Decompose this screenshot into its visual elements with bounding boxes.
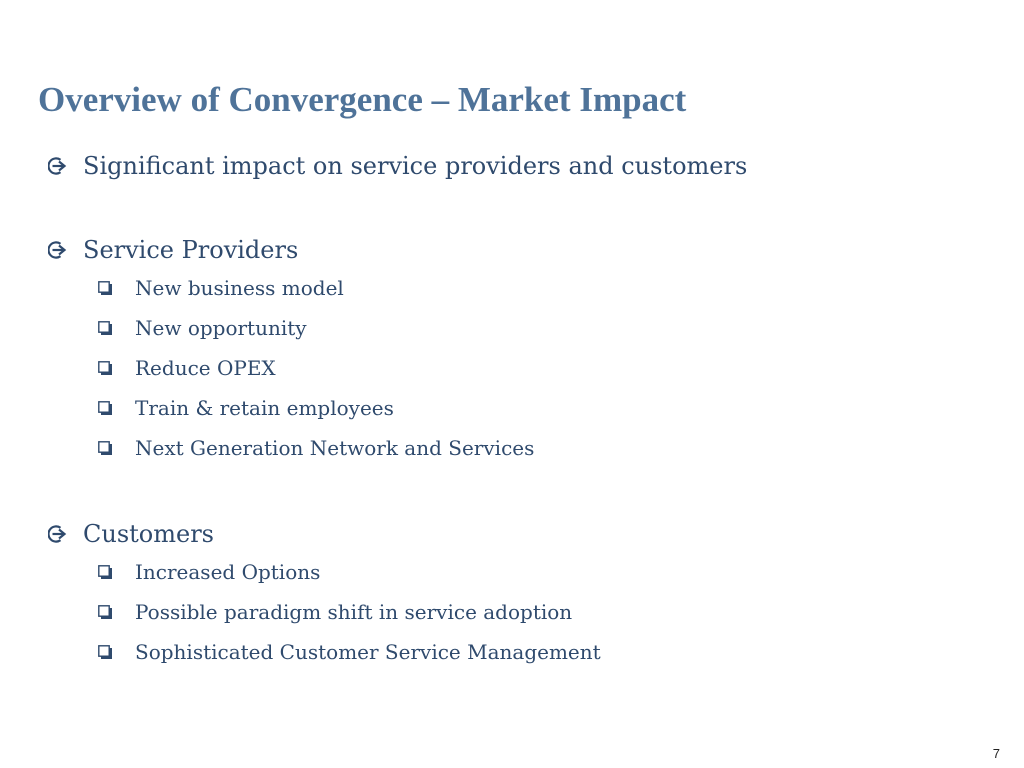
bullet-heading: Service Providers [83, 236, 299, 264]
sub-bullet-text: New opportunity [135, 316, 307, 340]
sub-bullet-text: Increased Options [135, 560, 321, 584]
shadow-square-icon [98, 321, 112, 335]
shadow-square-icon [98, 281, 112, 295]
page-number: 7 [992, 746, 1000, 761]
sub-bullet: Sophisticated Customer Service Managemen… [98, 632, 998, 672]
bullet-service-providers: Service Providers [48, 232, 998, 268]
sub-bullet-text: Sophisticated Customer Service Managemen… [135, 640, 601, 664]
sub-bullet: Train & retain employees [98, 388, 998, 428]
shadow-square-icon [98, 605, 112, 619]
bullet-text: Significant impact on service providers … [83, 152, 748, 180]
sub-bullet-text: Reduce OPEX [135, 356, 276, 380]
sub-bullet: Increased Options [98, 552, 998, 592]
bullet-intro: Significant impact on service providers … [48, 148, 998, 184]
sub-bullet: Possible paradigm shift in service adopt… [98, 592, 998, 632]
circled-arrow-icon [48, 157, 67, 175]
bullet-heading: Customers [83, 520, 214, 548]
slide-title: Overview of Convergence – Market Impact [38, 80, 687, 119]
bullet-customers: Customers [48, 516, 998, 552]
bullet-list: Significant impact on service providers … [48, 148, 998, 672]
sub-bullet-text: Train & retain employees [135, 396, 394, 420]
sub-bullet: Next Generation Network and Services [98, 428, 998, 468]
circled-arrow-icon [48, 525, 67, 543]
circled-arrow-icon [48, 241, 67, 259]
sub-bullet: New opportunity [98, 308, 998, 348]
sub-bullet-text: Next Generation Network and Services [135, 436, 535, 460]
shadow-square-icon [98, 565, 112, 579]
shadow-square-icon [98, 441, 112, 455]
sub-bullet: New business model [98, 268, 998, 308]
shadow-square-icon [98, 645, 112, 659]
sub-bullet-text: Possible paradigm shift in service adopt… [135, 600, 573, 624]
sub-bullet: Reduce OPEX [98, 348, 998, 388]
sub-bullet-text: New business model [135, 276, 344, 300]
shadow-square-icon [98, 361, 112, 375]
shadow-square-icon [98, 401, 112, 415]
